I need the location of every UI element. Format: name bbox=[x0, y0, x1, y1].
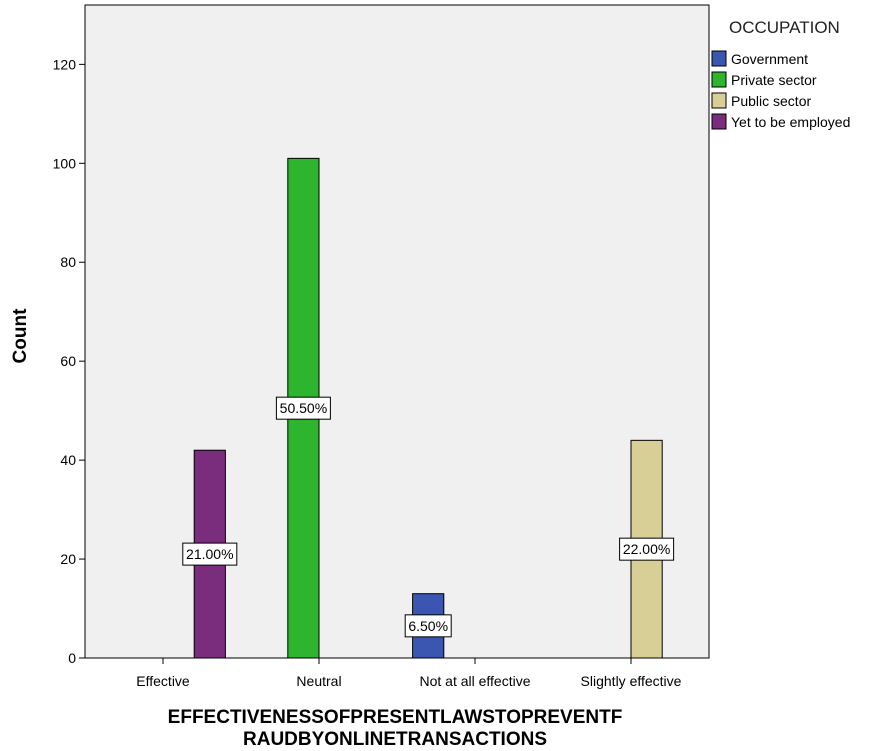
legend-swatch bbox=[711, 71, 727, 88]
data-label: 50.50% bbox=[280, 400, 327, 416]
legend-swatch bbox=[711, 113, 727, 130]
data-labels: 6.50% 50.50% 22.00% 21.00% bbox=[182, 396, 675, 638]
data-label: 22.00% bbox=[623, 541, 670, 557]
y-tick-label: 0 bbox=[68, 650, 76, 666]
y-tick-label: 60 bbox=[60, 353, 76, 369]
x-axis: Effective Neutral Not at all effective Slig… bbox=[136, 658, 682, 689]
x-axis-title-line-1: EFFECTIVENESSOFPRESENTLAWSTOPREVENTF bbox=[168, 707, 623, 728]
legend-entry-label: Private sector bbox=[731, 72, 817, 88]
x-tick-label: Neutral bbox=[296, 673, 341, 689]
plot-area bbox=[84, 4, 710, 659]
data-label-box bbox=[619, 537, 675, 561]
legend-title: OCCUPATION bbox=[729, 18, 840, 37]
y-axis-title: Count bbox=[10, 308, 31, 364]
data-label-box bbox=[275, 396, 331, 420]
y-axis: 0 20 40 60 80 100 120 bbox=[53, 56, 85, 666]
y-tick-label: 40 bbox=[60, 452, 76, 468]
legend-entry-label: Yet to be employed bbox=[731, 114, 850, 130]
legend-swatch bbox=[711, 50, 727, 67]
y-tick-label: 100 bbox=[53, 155, 77, 171]
legend-entry-label: Government bbox=[731, 51, 808, 67]
x-tick-label: Effective bbox=[136, 673, 190, 689]
legend: OCCUPATION Government Private sector Publi… bbox=[711, 18, 850, 130]
data-label: 6.50% bbox=[408, 618, 448, 634]
legend-swatch bbox=[711, 92, 727, 109]
data-label-box bbox=[404, 614, 452, 638]
x-axis-title-line-2: RAUDBYONLINETRANSACTIONS bbox=[243, 729, 547, 750]
y-tick-label: 120 bbox=[53, 56, 77, 72]
y-tick-label: 80 bbox=[60, 254, 76, 270]
legend-entry-label: Public sector bbox=[731, 93, 811, 109]
data-label: 21.00% bbox=[186, 546, 233, 562]
x-tick-label: Not at all effective bbox=[419, 673, 530, 689]
data-label-box bbox=[182, 542, 238, 566]
x-tick-label: Slightly effective bbox=[581, 673, 682, 689]
y-tick-label: 20 bbox=[60, 551, 76, 567]
